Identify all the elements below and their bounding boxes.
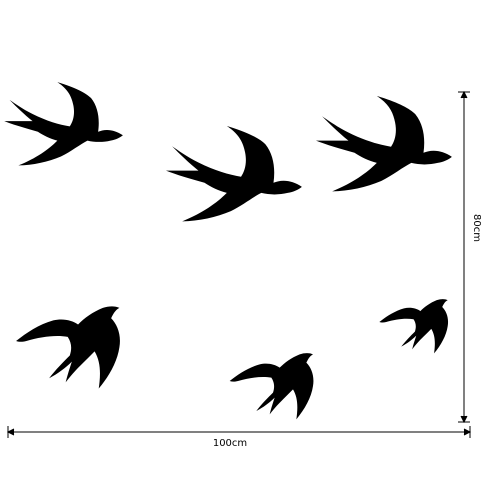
height-dimension-line [458,90,470,424]
swallow-bird-6 [379,299,449,354]
swallow-bird-4 [16,306,120,389]
width-dimension-line [6,426,472,438]
swallow-bird-3 [315,95,452,192]
width-label: 100cm [212,438,248,449]
swallow-bird-1 [4,82,123,166]
swallow-silhouettes [4,82,452,420]
swallow-bird-5 [229,353,314,420]
height-label: 80cm [471,214,482,242]
swallow-bird-2 [165,125,302,222]
